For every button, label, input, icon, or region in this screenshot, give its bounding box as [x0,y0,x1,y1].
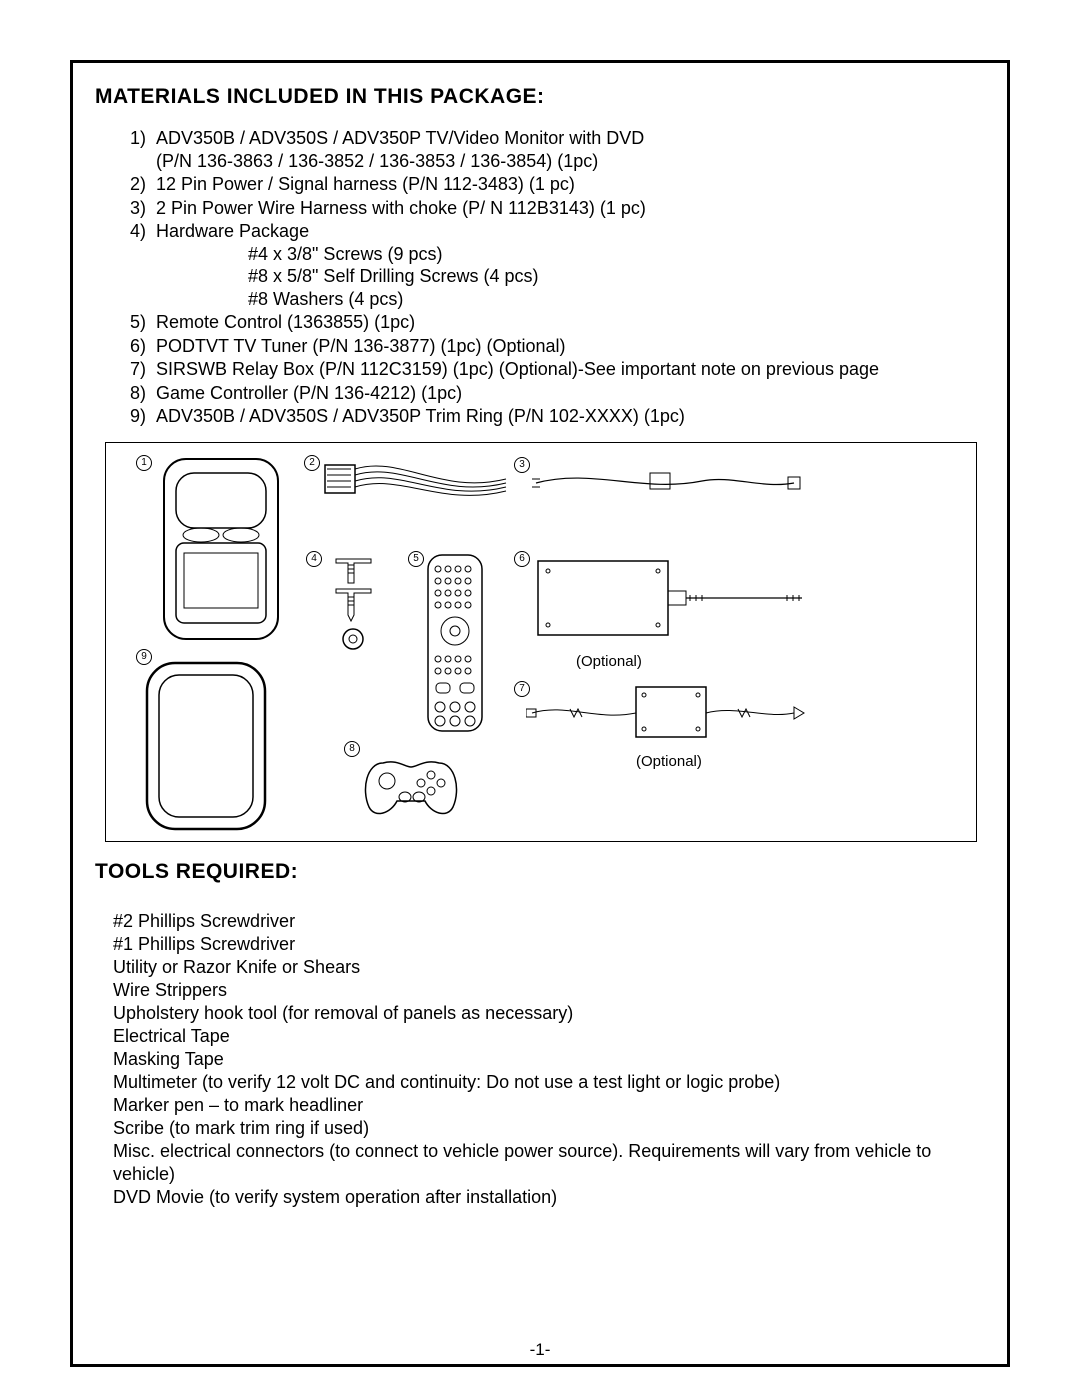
subitem: #8 x 5/8" Self Drilling Screws (4 pcs) [248,265,987,288]
tv-tuner-icon [532,555,812,645]
relay-box-icon [526,683,806,753]
callout-1: 1 [136,455,152,471]
materials-item-4: 4)Hardware Package #4 x 3/8" Screws (9 p… [130,220,987,310]
materials-item-5: 5)Remote Control (1363855) (1pc) [130,311,987,334]
tools-heading: TOOLS REQUIRED: [95,860,987,884]
tool-item: Scribe (to mark trim ring if used) [113,1117,987,1140]
tool-item: Electrical Tape [113,1025,987,1048]
item-number: 3) [130,197,156,220]
item-number: 7) [130,358,156,381]
item-number: 9) [130,405,156,428]
tool-item: #1 Phillips Screwdriver [113,933,987,956]
harness-2pin-icon [532,463,802,503]
tool-item: #2 Phillips Screwdriver [113,910,987,933]
page-number: -1- [73,1340,1007,1360]
materials-item-9: 9)ADV350B / ADV350S / ADV350P Trim Ring … [130,405,987,428]
subitem: #4 x 3/8" Screws (9 pcs) [248,243,987,266]
item-text: Hardware Package [156,221,309,241]
page-border: MATERIALS INCLUDED IN THIS PACKAGE: 1)AD… [70,60,1010,1367]
monitor-icon [156,453,286,648]
materials-item-2: 2)12 Pin Power / Signal harness (P/N 112… [130,173,987,196]
game-controller-icon [361,753,461,823]
tool-item: Masking Tape [113,1048,987,1071]
item-number: 4) [130,220,156,243]
illustration-box: 1 2 3 4 5 6 7 8 9 (Optional) (Optional) [105,442,977,842]
callout-8: 8 [344,741,360,757]
trim-ring-icon [141,657,271,837]
tool-item: Multimeter (to verify 12 volt DC and con… [113,1071,987,1094]
item-text: 12 Pin Power / Signal harness (P/N 112-3… [156,174,575,194]
item-number: 8) [130,382,156,405]
harness-12pin-icon [321,455,511,510]
callout-2: 2 [304,455,320,471]
tool-item: Wire Strippers [113,979,987,1002]
item-number: 2) [130,173,156,196]
materials-item-7: 7)SIRSWB Relay Box (P/N 112C3159) (1pc) … [130,358,987,381]
callout-3: 3 [514,457,530,473]
callout-5: 5 [408,551,424,567]
item-number: 1) [130,127,156,150]
item-text: 2 Pin Power Wire Harness with choke (P/ … [156,198,646,218]
tool-item: Misc. electrical connectors (to connect … [113,1140,987,1186]
item-text: (P/N 136-3863 / 136-3852 / 136-3853 / 13… [156,151,598,171]
materials-list: 1)ADV350B / ADV350S / ADV350P TV/Video M… [95,127,987,428]
hardware-icon [326,553,396,653]
materials-heading: MATERIALS INCLUDED IN THIS PACKAGE: [95,85,987,109]
remote-control-icon [424,551,486,736]
optional-label-2: (Optional) [636,753,702,770]
tool-item: Utility or Razor Knife or Shears [113,956,987,979]
item-number: 5) [130,311,156,334]
hardware-subitems: #4 x 3/8" Screws (9 pcs) #8 x 5/8" Self … [130,243,987,311]
item-text: ADV350B / ADV350S / ADV350P Trim Ring (P… [156,406,685,426]
subitem: #8 Washers (4 pcs) [248,288,987,311]
materials-item-1: 1)ADV350B / ADV350S / ADV350P TV/Video M… [130,127,987,172]
item-text: SIRSWB Relay Box (P/N 112C3159) (1pc) (O… [156,359,879,379]
optional-label-1: (Optional) [576,653,642,670]
materials-item-3: 3)2 Pin Power Wire Harness with choke (P… [130,197,987,220]
tool-item: Upholstery hook tool (for removal of pan… [113,1002,987,1025]
materials-item-6: 6)PODTVT TV Tuner (P/N 136-3877) (1pc) (… [130,335,987,358]
item-number: 6) [130,335,156,358]
item-text: Remote Control (1363855) (1pc) [156,312,415,332]
materials-item-8: 8)Game Controller (P/N 136-4212) (1pc) [130,382,987,405]
callout-6: 6 [514,551,530,567]
item-text: ADV350B / ADV350S / ADV350P TV/Video Mon… [156,128,644,148]
tools-list: #2 Phillips Screwdriver #1 Phillips Scre… [95,910,987,1209]
callout-4: 4 [306,551,322,567]
tool-item: DVD Movie (to verify system operation af… [113,1186,987,1209]
tool-item: Marker pen – to mark headliner [113,1094,987,1117]
item-text: PODTVT TV Tuner (P/N 136-3877) (1pc) (Op… [156,336,566,356]
item-text: Game Controller (P/N 136-4212) (1pc) [156,383,462,403]
